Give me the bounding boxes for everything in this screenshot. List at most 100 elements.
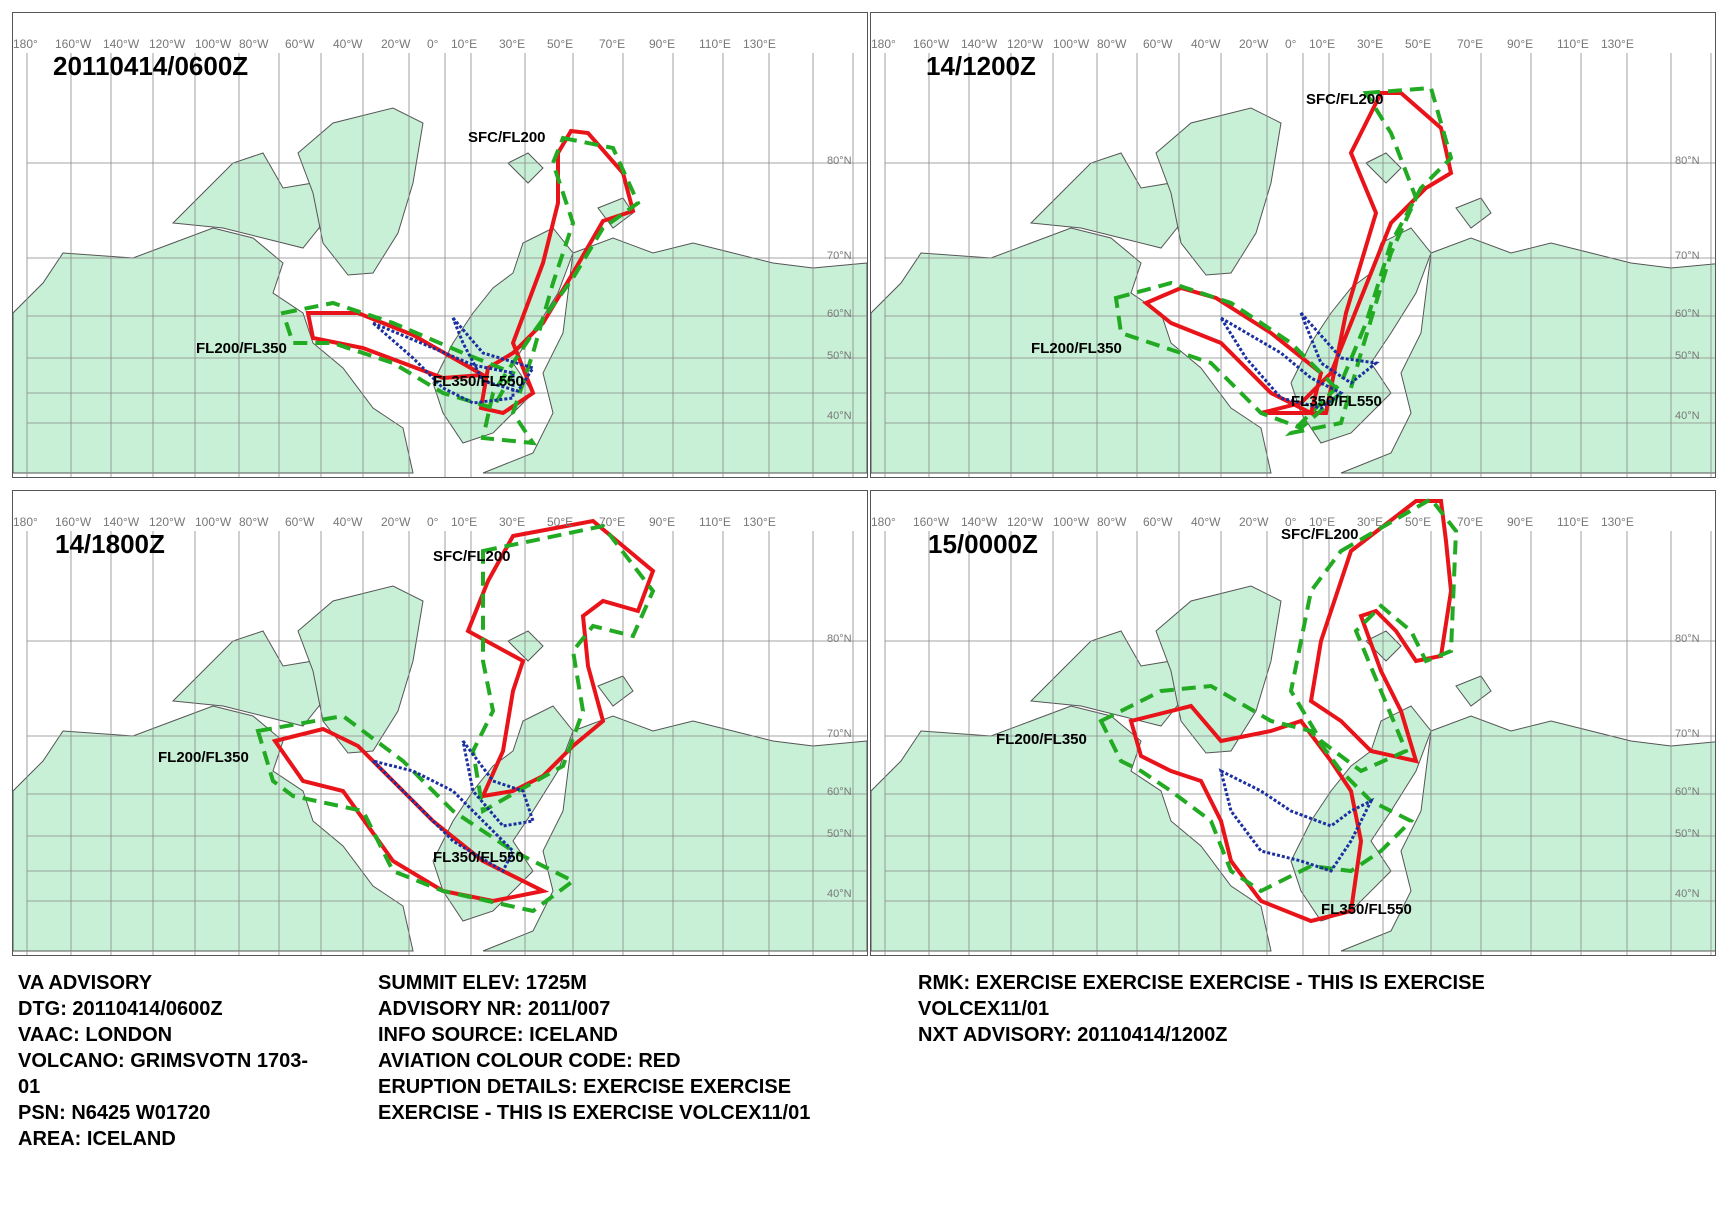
forecast-time: 20110414/0600Z (53, 51, 249, 81)
longitude-label: 50°E (547, 37, 574, 51)
longitude-label: 20°W (1239, 515, 1269, 529)
map-panel-0600z: 180° 160°W 140°W 120°W 100°W 80°W 60°W 40°W 20°W… (12, 12, 868, 478)
map-canvas (13, 518, 867, 955)
greenland-land (297, 585, 424, 754)
forecast-time: 14/1800Z (55, 529, 165, 559)
forecast-time: 14/1200Z (926, 51, 1036, 81)
longitude-label: 140°W (103, 37, 140, 51)
latitude-label: 70°N (827, 728, 852, 740)
longitude-label: 80°W (239, 515, 269, 529)
longitude-label: 30°E (1357, 515, 1384, 529)
latitude-label: 40°N (827, 888, 852, 900)
north-america-land (13, 227, 414, 474)
advisory-line: AREA: ICELAND (18, 1128, 176, 1150)
asia-land (482, 715, 867, 952)
advisory-line: DTG: 20110414/0600Z (18, 998, 223, 1020)
longitude-label: 140°W (103, 515, 140, 529)
greenland-land (1155, 107, 1282, 276)
ash-cloud-layer (255, 518, 656, 914)
greenland-land (297, 107, 424, 276)
land-layer (871, 585, 1715, 952)
fl350-fl550-contour (372, 317, 536, 405)
advisory-line: ERUPTION DETAILS: EXERCISE EXERCISE (378, 1076, 792, 1098)
advisory-column-3: RMK: EXERCISE EXERCISE EXERCISE - THIS I… (918, 970, 1485, 1048)
fl200-fl350-contour (470, 523, 656, 815)
latitude-label: 40°N (827, 410, 852, 422)
longitude-label: 0° (427, 515, 439, 529)
fl200-fl350-label: FL200/FL350 (158, 749, 249, 766)
latitude-label: 50°N (1675, 350, 1700, 362)
latitude-label: 80°N (1675, 155, 1700, 167)
latitude-label: 80°N (827, 633, 852, 645)
sfc-fl200-contour-west (1142, 285, 1324, 416)
longitude-label: 120°W (149, 515, 186, 529)
fl350-fl550-label: FL350/FL550 (433, 849, 524, 866)
longitude-label: 90°E (649, 515, 676, 529)
longitude-label: 10°E (1309, 37, 1336, 51)
advisory-line: VOLCEX11/01 (918, 998, 1050, 1020)
fl200-fl350-contour-west (1113, 280, 1344, 431)
longitude-label: 120°W (1007, 515, 1044, 529)
longitude-label: 120°W (149, 37, 186, 51)
land-layer (13, 585, 867, 952)
longitude-label: 70°E (599, 37, 626, 51)
longitude-label: 70°E (1457, 37, 1484, 51)
latitude-label: 80°N (827, 155, 852, 167)
fl200-fl350-label: FL200/FL350 (1031, 340, 1122, 357)
forecast-time: 15/0000Z (928, 529, 1038, 559)
advisory-line: VAAC: LONDON (18, 1024, 173, 1046)
longitude-label: 100°W (195, 37, 232, 51)
fl200-fl350-contour (1288, 496, 1459, 774)
latitude-label: 50°N (827, 350, 852, 362)
sfc-fl200-label: SFC/FL200 (1281, 526, 1359, 543)
longitude-label: 70°E (599, 515, 626, 529)
advisory-line: 01 (18, 1076, 41, 1098)
longitude-label: 70°E (1457, 515, 1484, 529)
graticule (26, 531, 867, 955)
longitude-label: 100°W (1053, 515, 1090, 529)
fl200-fl350-contour (480, 135, 641, 446)
map-canvas (871, 496, 1715, 955)
longitude-label: 0° (1285, 37, 1297, 51)
svalbard-land (1365, 630, 1402, 662)
longitude-label: 160°W (55, 515, 92, 529)
longitude-label: 130°E (743, 515, 776, 529)
north-america-land (871, 227, 1272, 474)
advisory-line: RMK: EXERCISE EXERCISE EXERCISE - THIS I… (918, 972, 1485, 994)
longitude-label: 110°E (1557, 37, 1589, 51)
canadian-arctic-land (171, 630, 324, 727)
sfc-fl200-contour (1260, 91, 1454, 415)
longitude-label: 90°E (1507, 515, 1534, 529)
greenland-land (1155, 585, 1282, 754)
ash-cloud-layer (1113, 85, 1454, 437)
longitude-label: 140°W (961, 515, 998, 529)
longitude-label: 130°E (1601, 37, 1634, 51)
map-canvas (13, 53, 867, 477)
fl350-fl550-contour (1219, 312, 1380, 410)
longitude-label: 30°E (499, 515, 526, 529)
fl200-fl350-contour-west (1098, 683, 1415, 894)
novaya-zemlya-land (597, 675, 634, 707)
canadian-arctic-land (1029, 152, 1182, 249)
canadian-arctic-land (171, 152, 324, 249)
latitude-label: 60°N (827, 308, 852, 320)
latitude-label: 80°N (1675, 633, 1700, 645)
land-layer (13, 107, 867, 474)
longitude-label: 140°W (961, 37, 998, 51)
longitude-label: 130°E (743, 37, 776, 51)
longitude-label: 10°E (451, 37, 478, 51)
longitude-label: 60°W (285, 37, 315, 51)
longitude-label: 20°W (381, 37, 411, 51)
fl350-fl550-label: FL350/FL550 (1291, 393, 1382, 410)
latitude-label: 50°N (1675, 828, 1700, 840)
advisory-line: EXERCISE - THIS IS EXERCISE VOLCEX11/01 (378, 1102, 811, 1124)
fl350-fl550-label: FL350/FL550 (433, 373, 524, 390)
graticule (884, 53, 1715, 477)
map-canvas (871, 53, 1715, 477)
sfc-fl200-label: SFC/FL200 (1306, 91, 1384, 108)
latitude-label: 70°N (827, 250, 852, 262)
longitude-label: 30°E (499, 37, 526, 51)
longitude-label: 80°W (1097, 37, 1127, 51)
longitude-label: 40°W (1191, 515, 1221, 529)
longitude-label: 20°W (1239, 37, 1269, 51)
